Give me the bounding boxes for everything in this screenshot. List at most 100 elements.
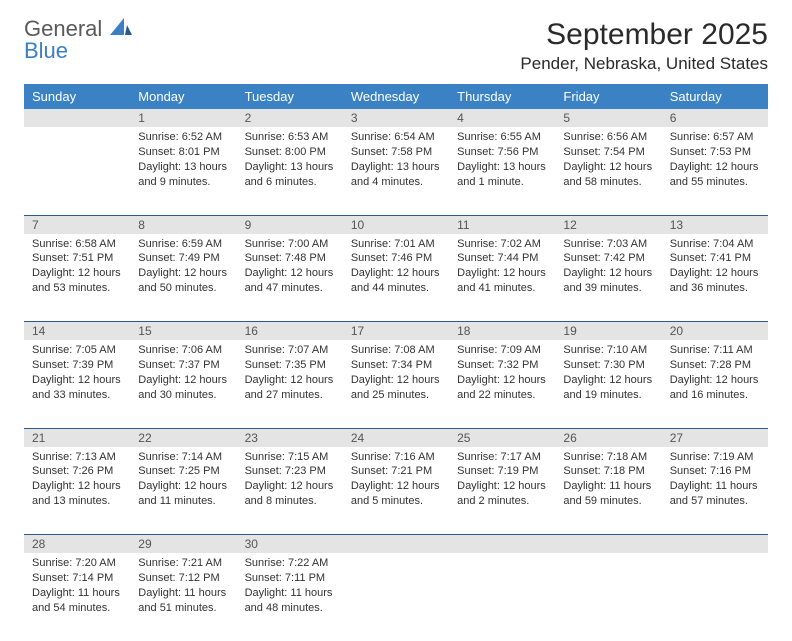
day-body-cell: Sunrise: 6:53 AMSunset: 8:00 PMDaylight:… [237, 127, 343, 215]
day-number-cell [555, 535, 661, 554]
day-header: Thursday [449, 84, 555, 109]
day-details: Sunrise: 7:00 AMSunset: 7:48 PMDaylight:… [237, 234, 343, 302]
day-body-cell [662, 553, 768, 641]
day-body-cell: Sunrise: 6:59 AMSunset: 7:49 PMDaylight:… [130, 234, 236, 322]
day-body-cell [343, 553, 449, 641]
day-header: Monday [130, 84, 236, 109]
day-details: Sunrise: 7:18 AMSunset: 7:18 PMDaylight:… [555, 447, 661, 515]
day-number-cell: 28 [24, 535, 130, 554]
day-number-cell [449, 535, 555, 554]
day-body-cell: Sunrise: 7:16 AMSunset: 7:21 PMDaylight:… [343, 447, 449, 535]
day-header: Tuesday [237, 84, 343, 109]
day-number-cell: 8 [130, 215, 236, 234]
day-details: Sunrise: 7:14 AMSunset: 7:25 PMDaylight:… [130, 447, 236, 515]
day-details: Sunrise: 7:17 AMSunset: 7:19 PMDaylight:… [449, 447, 555, 515]
day-details: Sunrise: 7:16 AMSunset: 7:21 PMDaylight:… [343, 447, 449, 515]
day-number-cell: 30 [237, 535, 343, 554]
day-number-cell: 22 [130, 428, 236, 447]
day-header-row: SundayMondayTuesdayWednesdayThursdayFrid… [24, 84, 768, 109]
day-details: Sunrise: 7:02 AMSunset: 7:44 PMDaylight:… [449, 234, 555, 302]
day-body-cell: Sunrise: 6:56 AMSunset: 7:54 PMDaylight:… [555, 127, 661, 215]
day-body-row: Sunrise: 7:05 AMSunset: 7:39 PMDaylight:… [24, 340, 768, 428]
day-details: Sunrise: 6:54 AMSunset: 7:58 PMDaylight:… [343, 127, 449, 195]
day-details: Sunrise: 6:53 AMSunset: 8:00 PMDaylight:… [237, 127, 343, 195]
day-number-cell [662, 535, 768, 554]
location: Pender, Nebraska, United States [520, 54, 768, 74]
day-body-cell: Sunrise: 7:11 AMSunset: 7:28 PMDaylight:… [662, 340, 768, 428]
day-details: Sunrise: 7:21 AMSunset: 7:12 PMDaylight:… [130, 553, 236, 621]
day-body-cell: Sunrise: 7:22 AMSunset: 7:11 PMDaylight:… [237, 553, 343, 641]
day-details: Sunrise: 7:09 AMSunset: 7:32 PMDaylight:… [449, 340, 555, 408]
day-body-cell: Sunrise: 6:54 AMSunset: 7:58 PMDaylight:… [343, 127, 449, 215]
day-body-cell: Sunrise: 7:04 AMSunset: 7:41 PMDaylight:… [662, 234, 768, 322]
day-header: Sunday [24, 84, 130, 109]
day-body-cell: Sunrise: 7:03 AMSunset: 7:42 PMDaylight:… [555, 234, 661, 322]
day-number-cell: 5 [555, 109, 661, 127]
day-body-cell: Sunrise: 6:52 AMSunset: 8:01 PMDaylight:… [130, 127, 236, 215]
day-details: Sunrise: 6:58 AMSunset: 7:51 PMDaylight:… [24, 234, 130, 302]
day-number-cell: 17 [343, 322, 449, 341]
day-number-cell: 29 [130, 535, 236, 554]
brand-line2: Blue [24, 38, 68, 63]
day-number-cell: 18 [449, 322, 555, 341]
day-details: Sunrise: 6:55 AMSunset: 7:56 PMDaylight:… [449, 127, 555, 195]
day-number-cell: 24 [343, 428, 449, 447]
day-body-cell: Sunrise: 6:57 AMSunset: 7:53 PMDaylight:… [662, 127, 768, 215]
day-number-cell: 20 [662, 322, 768, 341]
day-body-cell: Sunrise: 6:58 AMSunset: 7:51 PMDaylight:… [24, 234, 130, 322]
brand-logo: General Blue [24, 18, 132, 62]
calendar-table: SundayMondayTuesdayWednesdayThursdayFrid… [24, 84, 768, 641]
day-body-cell: Sunrise: 7:07 AMSunset: 7:35 PMDaylight:… [237, 340, 343, 428]
day-body-cell: Sunrise: 7:01 AMSunset: 7:46 PMDaylight:… [343, 234, 449, 322]
day-details: Sunrise: 7:07 AMSunset: 7:35 PMDaylight:… [237, 340, 343, 408]
day-header: Friday [555, 84, 661, 109]
day-number-cell: 10 [343, 215, 449, 234]
day-details: Sunrise: 7:10 AMSunset: 7:30 PMDaylight:… [555, 340, 661, 408]
day-body-row: Sunrise: 6:52 AMSunset: 8:01 PMDaylight:… [24, 127, 768, 215]
day-details: Sunrise: 7:22 AMSunset: 7:11 PMDaylight:… [237, 553, 343, 621]
day-details: Sunrise: 7:03 AMSunset: 7:42 PMDaylight:… [555, 234, 661, 302]
day-number-cell: 23 [237, 428, 343, 447]
day-body-cell [449, 553, 555, 641]
day-details: Sunrise: 7:01 AMSunset: 7:46 PMDaylight:… [343, 234, 449, 302]
day-body-cell: Sunrise: 7:20 AMSunset: 7:14 PMDaylight:… [24, 553, 130, 641]
day-number-cell: 1 [130, 109, 236, 127]
day-body-row: Sunrise: 6:58 AMSunset: 7:51 PMDaylight:… [24, 234, 768, 322]
day-details: Sunrise: 6:57 AMSunset: 7:53 PMDaylight:… [662, 127, 768, 195]
day-number-row: 282930 [24, 535, 768, 554]
day-body-cell: Sunrise: 7:21 AMSunset: 7:12 PMDaylight:… [130, 553, 236, 641]
day-details: Sunrise: 7:13 AMSunset: 7:26 PMDaylight:… [24, 447, 130, 515]
day-number-cell: 27 [662, 428, 768, 447]
day-number-cell: 7 [24, 215, 130, 234]
day-body-cell: Sunrise: 7:02 AMSunset: 7:44 PMDaylight:… [449, 234, 555, 322]
day-details: Sunrise: 7:08 AMSunset: 7:34 PMDaylight:… [343, 340, 449, 408]
day-header: Wednesday [343, 84, 449, 109]
day-details: Sunrise: 6:56 AMSunset: 7:54 PMDaylight:… [555, 127, 661, 195]
day-body-cell: Sunrise: 7:09 AMSunset: 7:32 PMDaylight:… [449, 340, 555, 428]
day-body-cell: Sunrise: 7:17 AMSunset: 7:19 PMDaylight:… [449, 447, 555, 535]
day-number-cell: 19 [555, 322, 661, 341]
day-number-cell: 4 [449, 109, 555, 127]
title-block: September 2025 Pender, Nebraska, United … [520, 18, 768, 74]
day-details: Sunrise: 7:11 AMSunset: 7:28 PMDaylight:… [662, 340, 768, 408]
day-body-cell: Sunrise: 7:10 AMSunset: 7:30 PMDaylight:… [555, 340, 661, 428]
day-body-cell [555, 553, 661, 641]
day-body-cell: Sunrise: 7:15 AMSunset: 7:23 PMDaylight:… [237, 447, 343, 535]
day-details: Sunrise: 7:04 AMSunset: 7:41 PMDaylight:… [662, 234, 768, 302]
day-number-cell: 15 [130, 322, 236, 341]
day-details: Sunrise: 6:59 AMSunset: 7:49 PMDaylight:… [130, 234, 236, 302]
day-number-cell: 26 [555, 428, 661, 447]
day-number-cell [24, 109, 130, 127]
day-body-row: Sunrise: 7:20 AMSunset: 7:14 PMDaylight:… [24, 553, 768, 641]
sail-icon [110, 18, 132, 36]
day-details: Sunrise: 7:20 AMSunset: 7:14 PMDaylight:… [24, 553, 130, 621]
day-number-cell [343, 535, 449, 554]
day-body-cell: Sunrise: 7:06 AMSunset: 7:37 PMDaylight:… [130, 340, 236, 428]
day-body-cell: Sunrise: 7:13 AMSunset: 7:26 PMDaylight:… [24, 447, 130, 535]
day-number-cell: 13 [662, 215, 768, 234]
day-number-row: 14151617181920 [24, 322, 768, 341]
day-number-cell: 2 [237, 109, 343, 127]
day-number-cell: 25 [449, 428, 555, 447]
day-number-row: 78910111213 [24, 215, 768, 234]
day-body-cell: Sunrise: 7:08 AMSunset: 7:34 PMDaylight:… [343, 340, 449, 428]
